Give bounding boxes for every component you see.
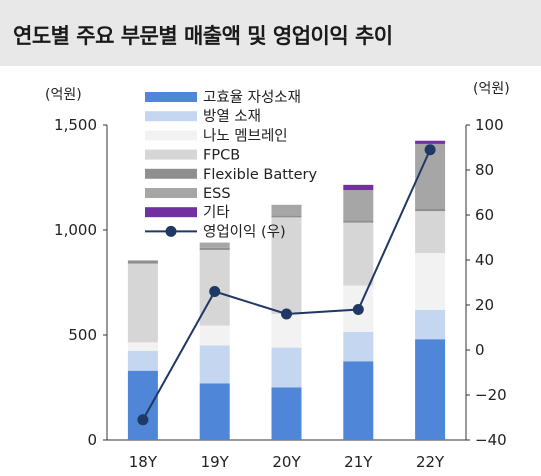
operating-profit-point — [137, 414, 149, 426]
legend-label: 기타 — [203, 204, 230, 221]
bar-segment — [127, 350, 158, 371]
bar-segment — [271, 204, 302, 216]
x-tick-label: 21Y — [344, 453, 373, 471]
bar-segment — [127, 263, 158, 343]
bar-segment — [127, 370, 158, 440]
bar-segment — [271, 217, 302, 314]
operating-profit-point — [424, 144, 436, 156]
x-tick-label: 22Y — [416, 453, 445, 471]
bar-segment — [271, 387, 302, 440]
bar-segment — [199, 325, 230, 346]
legend-label: 방열 소재 — [203, 108, 261, 125]
legend-label: 고효율 자성소재 — [203, 89, 301, 106]
right-tick-label: −20 — [475, 386, 507, 404]
legend-label: Flexible Battery — [203, 167, 317, 183]
left-tick-label: 500 — [68, 326, 97, 344]
bar-segment — [415, 211, 446, 254]
x-tick-label: 18Y — [129, 453, 158, 471]
bar-segment — [271, 347, 302, 388]
bar-segment — [415, 339, 446, 440]
right-tick-label: 100 — [475, 116, 504, 134]
bar-segment — [127, 260, 158, 264]
bar-segment — [127, 342, 158, 351]
operating-profit-point — [281, 308, 292, 320]
bar-segment — [199, 242, 230, 248]
legend-swatch — [145, 149, 197, 160]
legend-label: 영업이익 (우) — [203, 223, 286, 240]
right-tick-label: −40 — [475, 431, 507, 449]
legend-swatch — [145, 188, 197, 198]
operating-profit-point — [209, 286, 221, 297]
bar-segment — [343, 190, 374, 221]
legend-swatch — [145, 92, 197, 102]
bar-segment — [343, 361, 374, 440]
right-axis-unit: (억원) — [473, 81, 510, 97]
bar-segment — [343, 220, 374, 223]
right-tick-label: 60 — [475, 206, 494, 224]
right-tick-label: 80 — [475, 161, 494, 179]
right-tick-label: 40 — [475, 251, 494, 269]
bar-segment — [415, 253, 446, 310]
bar-segment — [199, 383, 230, 440]
legend-swatch — [145, 168, 197, 179]
operating-profit-point — [352, 304, 364, 315]
bar-segment — [199, 345, 230, 384]
left-tick-label: 1,000 — [54, 221, 97, 239]
bar-segment — [415, 209, 446, 212]
bar-segment — [271, 215, 302, 218]
bar-segment — [343, 184, 374, 191]
left-tick-label: 0 — [87, 431, 97, 449]
legend-label: ESS — [203, 186, 231, 202]
bar-segment — [415, 140, 446, 144]
bar-segment — [271, 314, 302, 348]
x-tick-label: 19Y — [201, 453, 230, 471]
right-tick-label: 0 — [475, 341, 485, 359]
title-bar: 연도별 주요 부문별 매출액 및 영업이익 추이 — [0, 0, 541, 66]
legend-label: 나노 멤브레인 — [203, 127, 288, 144]
legend-swatch — [145, 207, 197, 218]
bar-segment — [343, 331, 374, 362]
legend-label: FPCB — [203, 148, 240, 164]
bar-segment — [343, 222, 374, 286]
left-axis-unit: (억원) — [45, 87, 82, 103]
legend-line-marker — [165, 225, 177, 237]
legend-swatch — [145, 111, 197, 122]
right-tick-label: 20 — [475, 296, 494, 314]
bar-segment — [415, 309, 446, 340]
x-tick-label: 20Y — [272, 453, 301, 471]
chart-title: 연도별 주요 부문별 매출액 및 영업이익 추이 — [13, 24, 393, 48]
legend-swatch — [145, 130, 197, 141]
bar-segment — [199, 247, 230, 250]
left-tick-label: 1,500 — [54, 116, 97, 134]
